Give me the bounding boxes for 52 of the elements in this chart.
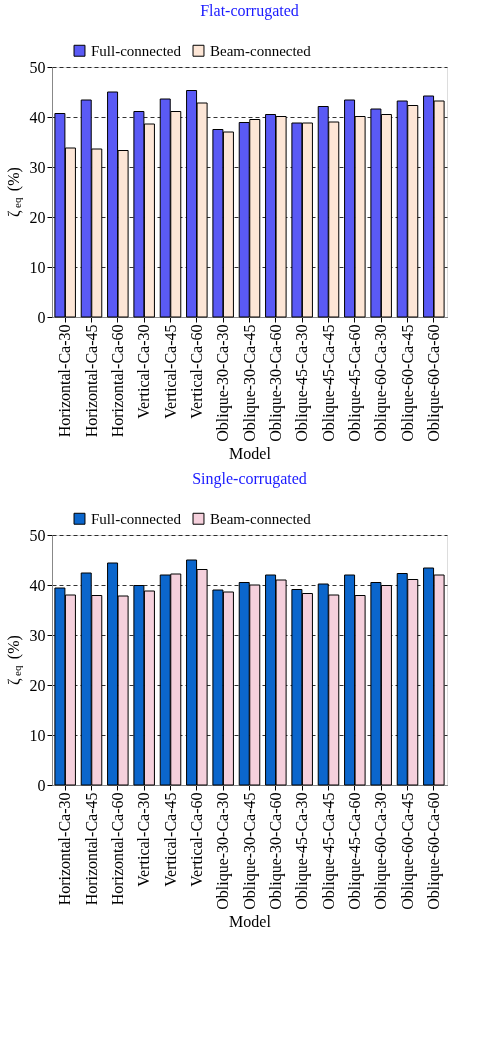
x-tick-label: Oblique-45-Ca-60 xyxy=(345,324,364,442)
y-tick-label: 0 xyxy=(37,308,46,326)
y-axis-title: ζeq (%) xyxy=(5,635,23,685)
x-tick-label: Oblique-30-Ca-45 xyxy=(240,324,259,442)
x-tick-label: Oblique-60-Ca-45 xyxy=(398,792,417,910)
y-axis-title: ζeq (%) xyxy=(5,167,23,217)
y-tick-label: 30 xyxy=(29,626,46,644)
x-tick-label: Oblique-60-Ca-60 xyxy=(424,792,443,910)
x-tick-label: Vertical-Ca-60 xyxy=(187,792,205,887)
x-tick-label: Oblique-30-Ca-60 xyxy=(266,792,285,910)
x-tick-label: Horizontal-Ca-30 xyxy=(56,324,74,438)
x-tick-label: Oblique-60-Ca-60 xyxy=(424,324,443,442)
y-tick-label: 20 xyxy=(29,208,46,226)
x-tick-label: Vertical-Ca-60 xyxy=(187,324,205,419)
x-tick-label: Vertical-Ca-45 xyxy=(161,792,179,887)
x-tick-label: Vertical-Ca-30 xyxy=(135,792,153,887)
y-tick-label: 40 xyxy=(29,576,46,594)
legend-label: Full-connected xyxy=(91,42,182,59)
x-tick-label: Oblique-30-Ca-30 xyxy=(214,324,233,442)
y-tick-label: 0 xyxy=(37,776,46,794)
legend-label: Beam-connected xyxy=(210,42,312,59)
x-tick-label: Horizontal-Ca-60 xyxy=(108,324,126,438)
x-tick-label: Horizontal-Ca-45 xyxy=(82,792,100,906)
y-tick-label: 10 xyxy=(29,258,46,276)
x-tick-label: Vertical-Ca-45 xyxy=(161,324,179,419)
y-tick-label: 20 xyxy=(29,676,46,694)
y-tick-label: 40 xyxy=(29,108,46,126)
legend-label: Beam-connected xyxy=(210,510,312,527)
x-tick-label: Horizontal-Ca-60 xyxy=(108,792,126,906)
x-tick-label: Oblique-60-Ca-45 xyxy=(398,324,417,442)
x-tick-label: Oblique-45-Ca-30 xyxy=(293,792,312,910)
x-tick-label: Oblique-45-Ca-30 xyxy=(293,324,312,442)
x-axis-title: Model xyxy=(229,444,272,462)
legend-label: Full-connected xyxy=(91,510,182,527)
x-tick-label: Horizontal-Ca-30 xyxy=(56,792,74,906)
x-tick-label: Oblique-30-Ca-60 xyxy=(266,324,285,442)
y-tick-label: 30 xyxy=(29,158,46,176)
x-tick-label: Oblique-45-Ca-45 xyxy=(319,792,338,910)
x-tick-label: Oblique-60-Ca-30 xyxy=(372,324,391,442)
y-tick-label: 50 xyxy=(29,58,46,76)
x-tick-label: Oblique-45-Ca-45 xyxy=(319,324,338,442)
x-tick-label: Horizontal-Ca-45 xyxy=(82,324,100,438)
x-tick-label: Vertical-Ca-30 xyxy=(135,324,153,419)
chart-title: Flat-corrugated xyxy=(200,2,299,20)
x-tick-label: Oblique-30-Ca-45 xyxy=(240,792,259,910)
x-tick-label: Oblique-45-Ca-60 xyxy=(345,792,364,910)
y-tick-label: 10 xyxy=(29,726,46,744)
x-axis-title: Model xyxy=(229,912,272,930)
x-tick-label: Oblique-30-Ca-30 xyxy=(214,792,233,910)
y-tick-label: 50 xyxy=(29,526,46,544)
x-tick-label: Oblique-60-Ca-30 xyxy=(372,792,391,910)
chart-title: Single-corrugated xyxy=(192,470,307,488)
